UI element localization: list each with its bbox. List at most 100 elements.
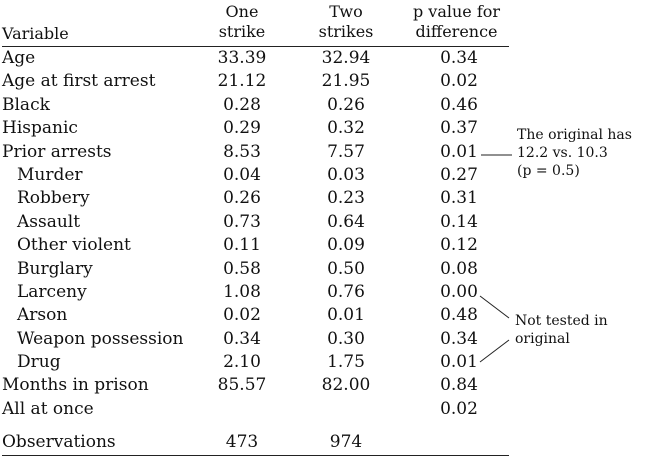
- two-strikes-value: 0.50: [327, 258, 365, 279]
- p-value: 0.46: [440, 94, 478, 115]
- two-strikes-value: 0.01: [327, 305, 365, 326]
- one-strike-value: 0.29: [223, 118, 261, 139]
- note-prior-arrests: The original has 12.2 vs. 10.3 (p = 0.5): [517, 126, 632, 180]
- table-row: Weapon possession 0.34 0.30 0.34: [2, 328, 509, 351]
- observations-one-strike: 473: [225, 432, 259, 453]
- one-strike-value: 33.39: [217, 48, 267, 68]
- p-value: 0.31: [440, 188, 478, 209]
- two-strikes-value: 82.00: [321, 375, 371, 396]
- table-row: Assault 0.73 0.64 0.14: [2, 211, 509, 234]
- bottom-rule: [2, 454, 509, 456]
- two-strikes-value: 0.76: [327, 281, 365, 302]
- p-value: 0.34: [440, 328, 478, 349]
- header-p-value-line2: difference: [415, 22, 498, 41]
- note-prior-arrests-line2: 12.2 vs. 10.3: [517, 145, 608, 161]
- p-value: 0.14: [440, 211, 478, 232]
- two-strikes-value: 0.23: [327, 188, 365, 209]
- row-label: Burglary: [17, 258, 93, 279]
- row-label: Robbery: [17, 188, 90, 209]
- observations-row: Observations 473 974: [2, 431, 509, 454]
- one-strike-value: 2.10: [223, 352, 261, 373]
- table-row: Robbery 0.26 0.23 0.31: [2, 187, 509, 210]
- p-value: 0.02: [440, 398, 478, 419]
- two-strikes-value: 7.57: [327, 141, 365, 162]
- one-strike-value: 0.73: [223, 211, 261, 232]
- note-not-tested-line2: original: [515, 331, 570, 347]
- two-strikes-value: 0.03: [327, 164, 365, 185]
- one-strike-value: 8.53: [223, 141, 261, 162]
- table-row: Age 33.39 32.94 0.34: [2, 47, 509, 70]
- p-value: 0.08: [440, 258, 478, 279]
- one-strike-value: 0.58: [223, 258, 261, 279]
- header-two-strikes: Two strikes: [307, 2, 385, 42]
- table-row: Black 0.28 0.26 0.46: [2, 94, 509, 117]
- p-value: 0.01: [440, 352, 478, 373]
- header-one-strike: One strike: [203, 2, 281, 42]
- note-not-tested-line1: Not tested in: [515, 313, 608, 329]
- note-prior-arrests-line1: The original has: [517, 127, 632, 143]
- table-row: Larceny 1.08 0.76 0.00: [2, 281, 509, 304]
- one-strike-value: 0.34: [223, 328, 261, 349]
- p-value: 0.02: [440, 71, 478, 92]
- one-strike-value: 0.28: [223, 94, 261, 115]
- p-value: 0.01: [440, 141, 478, 162]
- row-label: Prior arrests: [2, 141, 112, 162]
- table-row: All at once 0.02: [2, 398, 509, 421]
- header-two-strikes-line1: Two: [329, 2, 363, 21]
- header-one-strike-line1: One: [225, 2, 259, 21]
- table-row: Other violent 0.11 0.09 0.12: [2, 234, 509, 257]
- one-strike-value: 85.57: [217, 375, 267, 396]
- row-label: Age at first arrest: [2, 71, 156, 92]
- row-label: Other violent: [17, 235, 131, 256]
- p-value: 0.34: [440, 48, 478, 68]
- row-label: Weapon possession: [17, 328, 184, 349]
- row-label: Age: [2, 48, 36, 68]
- one-strike-value: 0.04: [223, 164, 261, 185]
- row-label: Drug: [17, 352, 61, 373]
- header-p-value-line1: p value for: [412, 2, 501, 21]
- two-strikes-value: 0.30: [327, 328, 365, 349]
- row-label: Larceny: [17, 281, 87, 302]
- two-strikes-value: 32.94: [321, 48, 371, 68]
- two-strikes-value: 1.75: [327, 352, 365, 373]
- table-row: Prior arrests 8.53 7.57 0.01: [2, 141, 509, 164]
- two-strikes-value: 21.95: [321, 71, 371, 92]
- table-header: Variable One strike Two strikes p value …: [2, 0, 509, 47]
- comparison-table: Variable One strike Two strikes p value …: [2, 0, 509, 456]
- row-label: Black: [2, 94, 50, 115]
- two-strikes-value: 0.26: [327, 94, 365, 115]
- row-label: Murder: [17, 164, 83, 185]
- p-value: 0.48: [440, 305, 478, 326]
- p-value: 0.37: [440, 118, 478, 139]
- header-one-strike-line2: strike: [218, 22, 266, 41]
- p-value: 0.00: [440, 281, 478, 302]
- table-row: Months in prison 85.57 82.00 0.84: [2, 374, 509, 397]
- p-value: 0.27: [440, 164, 478, 185]
- row-label: Months in prison: [2, 375, 149, 396]
- two-strikes-value: 0.64: [327, 211, 365, 232]
- two-strikes-value: 0.09: [327, 235, 365, 256]
- table-row: Hispanic 0.29 0.32 0.37: [2, 117, 509, 140]
- row-label: All at once: [2, 398, 94, 419]
- table-row: Murder 0.04 0.03 0.27: [2, 164, 509, 187]
- p-value: 0.12: [440, 235, 478, 256]
- table-row: Age at first arrest 21.12 21.95 0.02: [2, 70, 509, 93]
- table-body: Age 33.39 32.94 0.34 Age at first arrest 21.1…: [2, 47, 509, 421]
- one-strike-value: 1.08: [223, 281, 261, 302]
- table-row: Drug 2.10 1.75 0.01: [2, 351, 509, 374]
- observations-two-strikes: 974: [329, 432, 363, 453]
- table-row: Arson 0.02 0.01 0.48: [2, 304, 509, 327]
- table-row: Burglary 0.58 0.50 0.08: [2, 258, 509, 281]
- p-value: 0.84: [440, 375, 478, 396]
- observations-label: Observations: [2, 432, 116, 453]
- note-not-tested: Not tested in original: [515, 312, 608, 348]
- note-prior-arrests-line3: (p = 0.5): [517, 163, 580, 179]
- row-label: Assault: [17, 211, 81, 232]
- header-two-strikes-line2: strikes: [318, 22, 374, 41]
- header-p-value: p value for difference: [402, 2, 511, 42]
- row-label: Arson: [17, 305, 68, 326]
- one-strike-value: 21.12: [217, 71, 267, 92]
- row-label: Hispanic: [2, 118, 78, 139]
- one-strike-value: 0.02: [223, 305, 261, 326]
- one-strike-value: 0.11: [223, 235, 261, 256]
